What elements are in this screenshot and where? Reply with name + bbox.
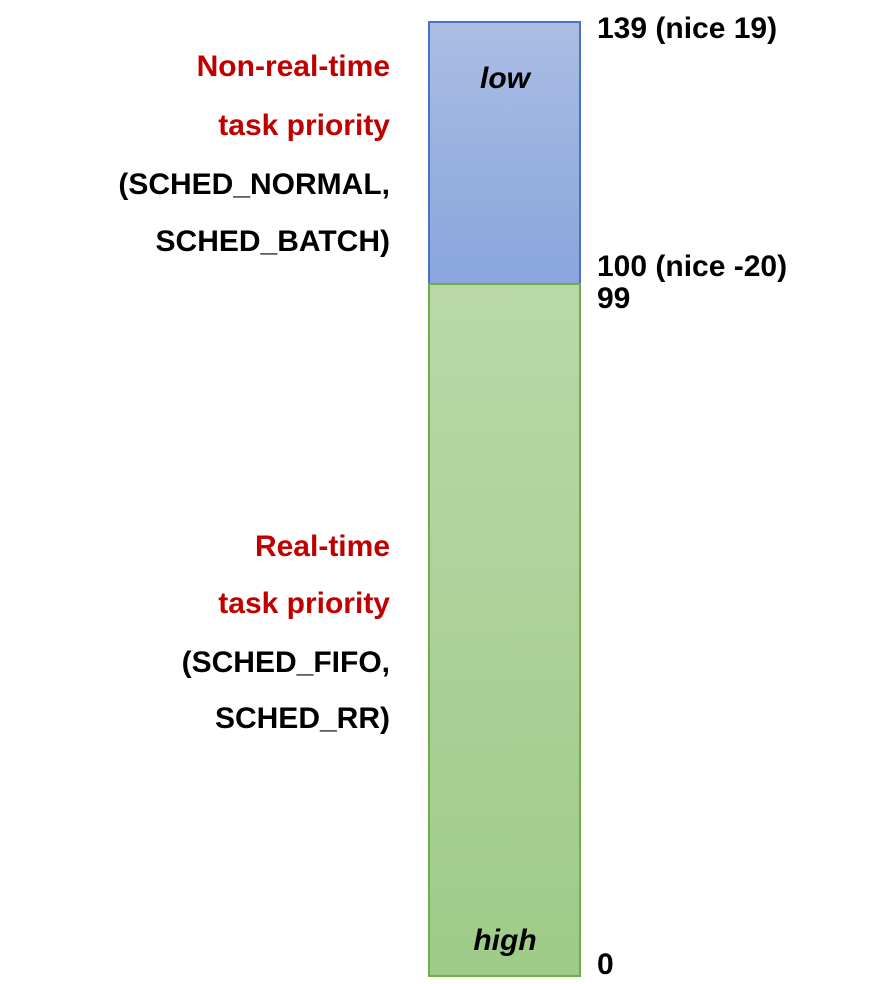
region-policy: (SCHED_NORMAL, <box>118 168 390 201</box>
region-title: Real-time <box>255 530 390 563</box>
real-time-band <box>428 283 581 977</box>
low-label: low <box>480 62 532 95</box>
scale-label: 100 (nice -20) <box>597 250 787 283</box>
non-real-time-band <box>428 21 581 285</box>
region-policy: SCHED_RR) <box>215 702 390 735</box>
high-label: high <box>473 924 536 957</box>
region-title: task priority <box>218 109 390 142</box>
region-policy: (SCHED_FIFO, <box>182 646 390 679</box>
scale-label: 139 (nice 19) <box>597 12 777 45</box>
scale-label: 99 <box>597 282 630 315</box>
scale-label: 0 <box>597 948 614 981</box>
region-title: task priority <box>218 587 390 620</box>
region-title: Non-real-time <box>197 50 390 83</box>
region-policy: SCHED_BATCH) <box>156 225 390 258</box>
